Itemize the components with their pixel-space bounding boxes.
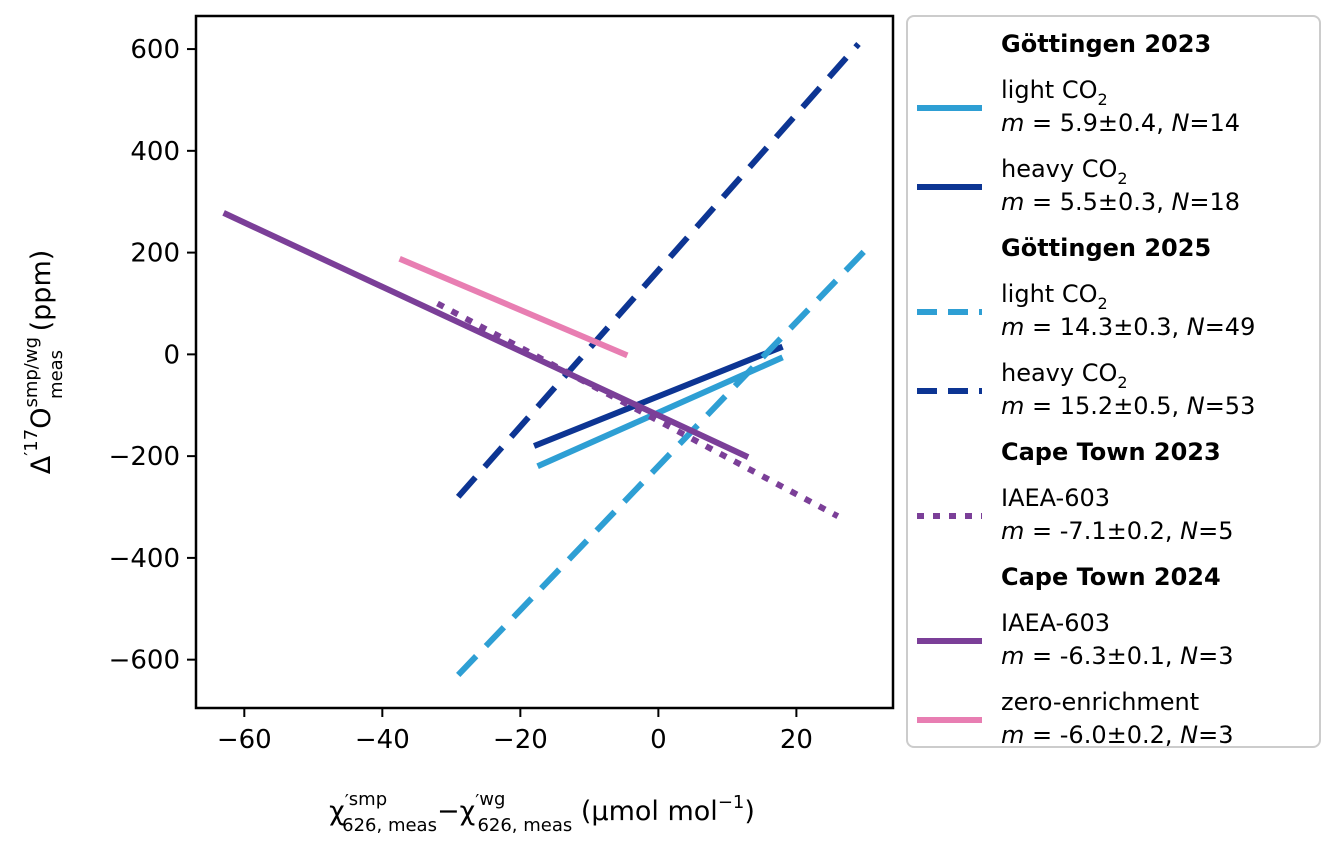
series-line-1: [532, 343, 784, 449]
legend-series-name: zero-enrichment: [1001, 688, 1199, 716]
x-axis-label: χ′smp 626, meas−χ′wg 626, meas (µmol mol−1…: [329, 789, 755, 836]
legend-group-title: Göttingen 2025: [1001, 234, 1211, 262]
legend-series-stats: m = -7.1±0.2, N=5: [1001, 517, 1233, 545]
legend-series-name: heavy CO2: [1001, 155, 1128, 188]
series-line-5: [222, 210, 750, 460]
x-tick-label: 20: [780, 725, 813, 755]
legend-group-title: Göttingen 2023: [1001, 30, 1211, 58]
series-line-2: [456, 248, 868, 677]
legend-series-name: light CO2: [1001, 280, 1108, 313]
x-ticks: −60 −40 −20 0 20: [217, 708, 813, 755]
legend-box: [906, 15, 1321, 748]
series-line-3: [455, 42, 861, 499]
legend-group-title: Cape Town 2023: [1001, 438, 1221, 466]
y-axis-label: Δ′17Osmp/wg meas (ppm): [21, 250, 67, 475]
legend-series-name: IAEA-603: [1001, 609, 1110, 637]
series-line-6: [398, 255, 629, 359]
plot-frame: [194, 14, 895, 710]
y-tick-label: 200: [130, 239, 180, 269]
legend-series-stats: m = 14.3±0.3, N=49: [1001, 313, 1255, 341]
series-layer: [222, 42, 868, 677]
x-tick-label: −40: [355, 725, 410, 755]
y-ticks: −600 −400 −200 0 200 400 600: [109, 35, 196, 676]
legend-series-name: light CO2: [1001, 76, 1108, 109]
y-tick-label: −600: [109, 646, 180, 676]
legend-series-stats: m = -6.3±0.1, N=3: [1001, 642, 1233, 670]
legend-series-name: IAEA-603: [1001, 484, 1110, 512]
y-tick-label: −200: [109, 442, 180, 472]
x-tick-label: −60: [217, 725, 272, 755]
y-tick-label: −400: [109, 544, 180, 574]
legend-series-stats: m = 15.2±0.5, N=53: [1001, 392, 1255, 420]
x-tick-label: −20: [493, 725, 548, 755]
y-tick-label: 400: [130, 137, 180, 167]
x-tick-label: 0: [650, 725, 667, 755]
series-line-4: [436, 300, 840, 519]
legend-group-title: Cape Town 2024: [1001, 563, 1221, 591]
legend-series-stats: m = 5.5±0.3, N=18: [1001, 188, 1240, 216]
y-tick-label: 0: [163, 340, 180, 370]
y-tick-label: 600: [130, 35, 180, 65]
legend-series-name: heavy CO2: [1001, 359, 1128, 392]
legend-series-stats: m = 5.9±0.4, N=14: [1001, 109, 1240, 137]
legend-series-stats: m = -6.0±0.2, N=3: [1001, 721, 1233, 749]
